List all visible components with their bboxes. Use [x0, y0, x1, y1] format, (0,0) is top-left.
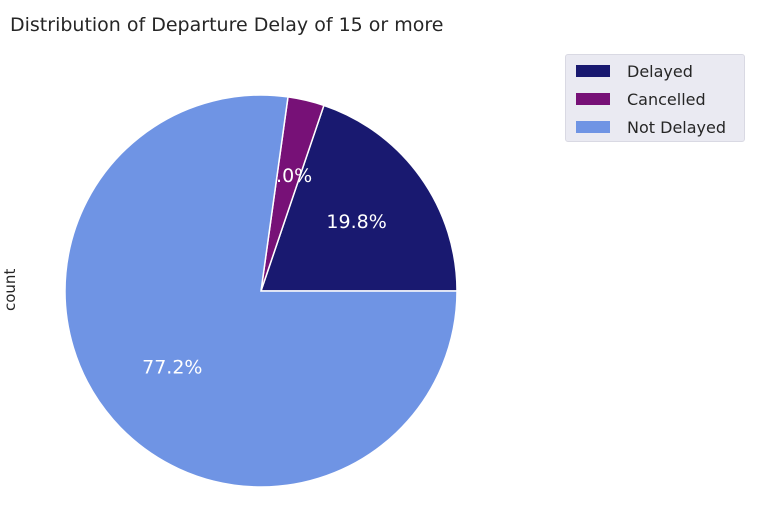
- legend-swatch-delayed: [576, 65, 610, 77]
- pie-label-delayed: 19.8%: [326, 211, 386, 233]
- legend-swatch-cancelled: [576, 93, 610, 105]
- legend-swatch-not-delayed: [576, 121, 610, 133]
- chart-title: Distribution of Departure Delay of 15 or…: [10, 14, 444, 36]
- legend: Delayed Cancelled Not Delayed: [565, 54, 745, 142]
- legend-item-not-delayed: Not Delayed: [576, 116, 726, 138]
- legend-label-cancelled: Cancelled: [627, 89, 706, 109]
- legend-item-delayed: Delayed: [576, 60, 693, 82]
- legend-label-delayed: Delayed: [627, 61, 693, 81]
- legend-label-not-delayed: Not Delayed: [627, 117, 726, 137]
- pie-label-not-delayed: 77.2%: [142, 357, 202, 379]
- legend-item-cancelled: Cancelled: [576, 88, 706, 110]
- pie-slice-not-delayed: [64, 94, 458, 488]
- pie-slice-delayed: [259, 104, 458, 292]
